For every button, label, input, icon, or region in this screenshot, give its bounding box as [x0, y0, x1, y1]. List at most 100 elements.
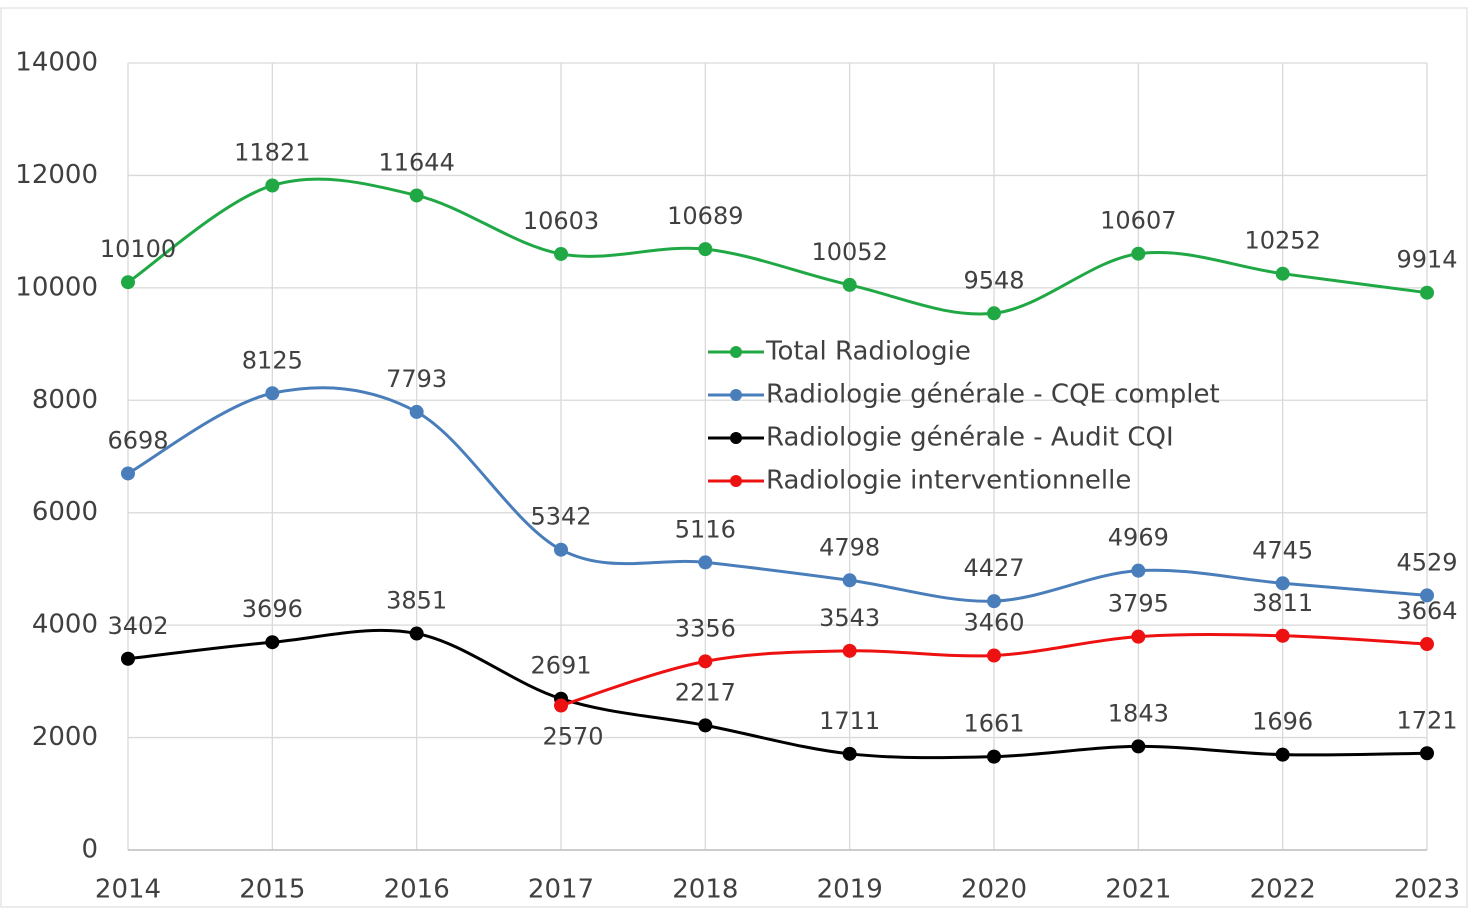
- data-point: [554, 542, 568, 557]
- data-point: [409, 188, 424, 203]
- data-point: [698, 242, 713, 257]
- data-point: [987, 749, 1001, 764]
- legend-marker: [730, 346, 742, 358]
- data-point: [1420, 637, 1434, 652]
- data-label: 10689: [667, 202, 743, 230]
- data-label: 4969: [1108, 524, 1169, 552]
- data-label: 4745: [1252, 536, 1313, 564]
- x-tick-label: 2015: [239, 875, 305, 905]
- x-tick-label: 2016: [384, 875, 450, 905]
- series-line: [127, 628, 1428, 760]
- data-label: 10607: [1100, 207, 1176, 235]
- chart-border: [0, 7, 1468, 908]
- data-point: [121, 466, 135, 481]
- data-label: 3543: [819, 604, 880, 632]
- data-point: [987, 648, 1001, 663]
- data-label: 3664: [1396, 597, 1457, 625]
- legend-marker: [730, 389, 742, 401]
- data-point: [1420, 588, 1434, 603]
- data-label: 9548: [963, 266, 1024, 294]
- data-label: 7793: [386, 365, 447, 393]
- data-label: 3356: [675, 614, 736, 642]
- legend-label: Radiologie générale - Audit CQI: [766, 423, 1174, 453]
- data-label: 1661: [963, 710, 1024, 738]
- x-tick-label: 2022: [1250, 875, 1316, 905]
- series-line: [127, 386, 1428, 603]
- data-label: 4427: [963, 554, 1024, 582]
- data-point: [265, 178, 280, 193]
- data-label: 6698: [107, 426, 168, 454]
- y-tick-label: 0: [81, 835, 98, 865]
- data-point: [842, 746, 857, 761]
- data-label: 2570: [542, 723, 603, 751]
- data-label: 9914: [1396, 246, 1457, 274]
- data-label: 3460: [963, 608, 1024, 636]
- data-label: 1711: [819, 707, 880, 735]
- data-point: [698, 555, 713, 570]
- data-label: 1843: [1108, 699, 1169, 727]
- data-point: [987, 594, 1001, 609]
- x-tick-label: 2017: [528, 875, 594, 905]
- data-label: 3851: [386, 587, 447, 615]
- labels: 0 2000 4000 6000 8000 10000 12000 14000 2014 2015…: [15, 48, 1460, 905]
- data-point: [121, 275, 135, 290]
- data-label: 4798: [819, 533, 880, 561]
- data-point: [409, 404, 424, 419]
- data-label: 10603: [523, 207, 599, 235]
- data-point: [698, 654, 713, 669]
- data-label: 3795: [1108, 590, 1169, 618]
- legend-label: Radiologie générale - CQE complet: [766, 380, 1220, 410]
- data-label: 3811: [1252, 589, 1313, 617]
- data-point: [698, 718, 713, 733]
- data-point: [554, 698, 568, 713]
- data-point: [987, 306, 1001, 321]
- y-tick-label: 14000: [15, 48, 98, 78]
- grid: [127, 62, 1428, 851]
- data-label: 5116: [675, 515, 736, 543]
- data-point: [265, 635, 280, 650]
- data-point: [842, 277, 857, 292]
- y-tick-label: 4000: [32, 610, 98, 640]
- data-label: 4529: [1396, 548, 1457, 576]
- data-point: [1131, 739, 1146, 754]
- legend-label: Total Radiologie: [765, 337, 971, 367]
- legend-marker: [730, 475, 742, 487]
- y-tick-label: 2000: [32, 722, 98, 752]
- x-tick-label: 2014: [95, 875, 161, 905]
- x-tick-label: 2023: [1394, 875, 1460, 905]
- data-point: [1131, 563, 1146, 578]
- data-label: 2691: [530, 652, 591, 680]
- data-point: [1275, 747, 1290, 762]
- data-label: 10100: [100, 235, 176, 263]
- x-tick-label: 2021: [1105, 875, 1171, 905]
- data-label: 11821: [234, 138, 310, 166]
- data-point: [1275, 576, 1290, 591]
- data-label: 2217: [675, 678, 736, 706]
- data-point: [409, 626, 424, 641]
- data-label: 3696: [242, 595, 303, 623]
- data-point: [265, 386, 280, 401]
- data-label: 10252: [1244, 227, 1320, 255]
- y-tick-label: 8000: [32, 385, 98, 415]
- data-label: 11644: [378, 148, 454, 176]
- data-label: 1721: [1396, 706, 1457, 734]
- data-label: 8125: [242, 346, 303, 374]
- y-tick-label: 12000: [15, 160, 98, 190]
- y-tick-label: 6000: [32, 497, 98, 527]
- data-point: [554, 246, 568, 261]
- data-point: [1420, 285, 1434, 300]
- data-point: [842, 573, 857, 588]
- data-point: [842, 643, 857, 658]
- data-label: 1696: [1252, 708, 1313, 736]
- data-point: [1131, 629, 1146, 644]
- data-point: [1131, 246, 1146, 261]
- data-point: [1275, 266, 1290, 281]
- y-tick-label: 10000: [15, 272, 98, 302]
- data-point: [121, 651, 135, 666]
- data-point: [1275, 628, 1290, 643]
- data-label: 5342: [530, 503, 591, 531]
- data-label: 10052: [811, 238, 887, 266]
- x-tick-label: 2019: [817, 875, 883, 905]
- legend-label: Radiologie interventionnelle: [766, 466, 1131, 496]
